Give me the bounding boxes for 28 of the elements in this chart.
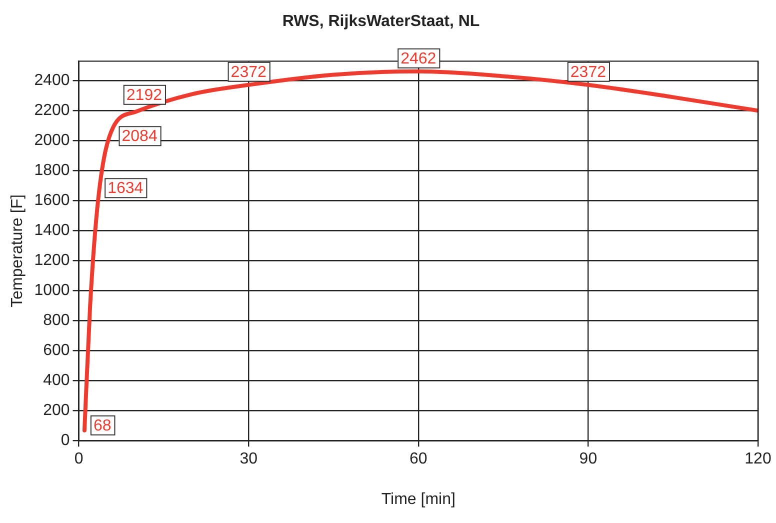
y-tick-label: 1000 (34, 282, 70, 300)
data-label: 2462 (400, 50, 436, 68)
y-tick-label: 600 (43, 342, 70, 360)
data-label: 68 (93, 417, 112, 434)
x-tick-label: 90 (579, 450, 598, 468)
y-tick-label: 1800 (34, 162, 70, 180)
data-label: 2372 (230, 64, 266, 81)
y-tick-label: 2000 (34, 132, 70, 150)
data-label: 1634 (108, 180, 144, 197)
y-axis-title: Temperature [F] (9, 194, 26, 308)
data-label: 2372 (570, 64, 606, 81)
chart-title: RWS, RijksWaterStaat, NL (282, 13, 480, 30)
y-tick-label: 800 (43, 312, 70, 330)
data-label: 2192 (126, 86, 162, 104)
y-tick-label: 200 (43, 402, 70, 420)
x-axis-title: Time [min] (381, 490, 456, 508)
y-tick-label: 400 (43, 372, 70, 390)
y-tick-label: 2200 (34, 102, 70, 120)
y-tick-label: 1200 (34, 252, 70, 270)
y-tick-label: 0 (60, 432, 70, 450)
x-tick-label: 60 (410, 450, 428, 468)
x-tick-label: 0 (74, 450, 84, 468)
x-tick-label: 30 (240, 450, 258, 468)
y-tick-label: 1600 (34, 192, 70, 210)
data-label: 2084 (122, 128, 158, 145)
y-tick-label: 2400 (34, 72, 70, 90)
y-tick-label: 1400 (34, 222, 70, 240)
x-tick-label: 120 (744, 450, 772, 468)
